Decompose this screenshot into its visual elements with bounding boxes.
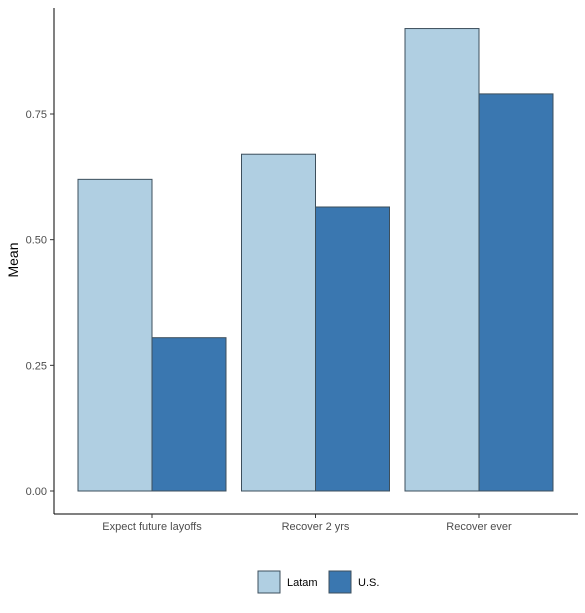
x-tick-label: Expect future layoffs: [102, 521, 202, 533]
bar-us-0: [151, 337, 227, 492]
bar-us-1: [315, 206, 390, 492]
legend-swatch-us: [328, 570, 352, 594]
y-tick-label: 0.75: [26, 109, 47, 121]
bar-latam-1: [241, 153, 316, 492]
legend: Latam U.S.: [257, 570, 379, 594]
bar-latam-2: [404, 28, 480, 492]
x-tick-label: Recover ever: [446, 521, 512, 533]
x-tick-label: Recover 2 yrs: [282, 521, 350, 533]
y-tick-label: 0.50: [26, 235, 47, 247]
y-ticks: 0.00 0.25 0.50 0.75: [26, 109, 54, 498]
legend-swatch-latam: [257, 570, 281, 594]
bar-us-2: [478, 93, 554, 492]
y-axis-title: Mean: [5, 242, 21, 277]
legend-label-latam: Latam: [287, 577, 318, 589]
y-tick-label: 0.00: [26, 486, 47, 498]
bar-latam-0: [77, 178, 153, 492]
x-ticks: Expect future layoffs Recover 2 yrs Recove…: [102, 514, 512, 533]
legend-label-us: U.S.: [358, 577, 379, 589]
bars-layer: [77, 28, 554, 492]
y-tick-label: 0.25: [26, 360, 47, 372]
